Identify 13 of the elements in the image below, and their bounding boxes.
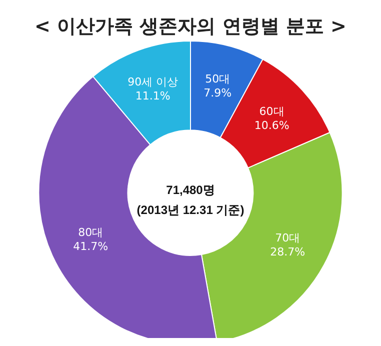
data-label: 10.6%	[254, 118, 290, 132]
data-label: 11.1%	[135, 90, 170, 103]
slice-label: 50대	[205, 72, 230, 86]
slice-label: 70대	[275, 232, 300, 244]
slice-label: 90세 이상	[128, 76, 178, 89]
slice-label: 60대	[259, 104, 284, 118]
data-label: 28.7%	[270, 246, 306, 258]
text: 71,480명	[166, 182, 215, 197]
slice-label: 80대	[78, 226, 104, 239]
chart-title: < 이산가족 생존자의 연령별 분포 >	[34, 16, 346, 38]
data-label: 7.9%	[204, 86, 232, 100]
data-label: 41.7%	[73, 240, 108, 253]
text: (2013년 12.31 기준)	[136, 202, 244, 217]
